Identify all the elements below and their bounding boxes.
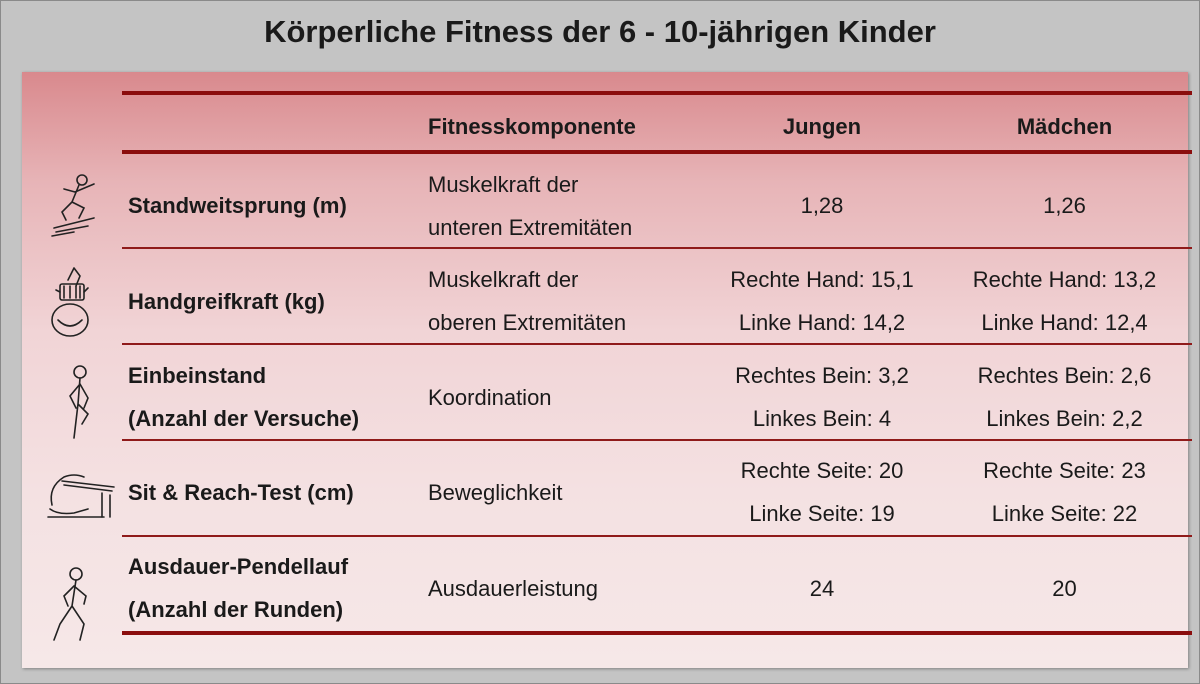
row-4-test: Sit & Reach-Test (cm) xyxy=(128,480,354,505)
row-2-boys-right: Rechte Hand: 15,1 xyxy=(730,267,914,292)
row-2-girls-right: Rechte Hand: 13,2 xyxy=(972,267,1157,292)
standing-long-jump-icon xyxy=(44,172,100,238)
row-4-component: Beweglichkeit xyxy=(428,480,563,505)
row-5-test-line-1: Ausdauer-Pendellauf xyxy=(128,554,349,579)
header-boys: Jungen xyxy=(782,114,862,139)
row-4-boys-right: Rechte Seite: 20 xyxy=(740,458,904,483)
slide-title: Körperliche Fitness der 6 - 10-jährigen … xyxy=(264,14,936,49)
row-2-test: Handgreifkraft (kg) xyxy=(128,289,325,314)
sit-and-reach-icon xyxy=(44,465,120,525)
row-divider xyxy=(122,439,1192,441)
row-1-test: Standweitsprung (m) xyxy=(128,193,347,218)
row-2-component-line-1: Muskelkraft der xyxy=(428,267,579,292)
table-top-rule xyxy=(122,91,1192,95)
one-leg-stand-icon xyxy=(44,362,100,442)
row-5-boys: 24 xyxy=(809,576,835,601)
row-3-girls-left: Linkes Bein: 2,2 xyxy=(986,406,1143,431)
header-component: Fitnesskomponente xyxy=(428,114,636,139)
row-divider xyxy=(122,343,1192,345)
row-5-girls: 20 xyxy=(1052,576,1077,601)
table-bottom-rule xyxy=(122,631,1192,635)
row-3-test-line-1: Einbeinstand xyxy=(128,363,267,388)
row-3-boys-right: Rechtes Bein: 3,2 xyxy=(735,363,909,388)
row-divider xyxy=(122,535,1192,537)
row-5-component: Ausdauerleistung xyxy=(428,576,599,601)
row-2-component-line-2: oberen Extremitäten xyxy=(428,310,627,335)
row-4-girls-right: Rechte Seite: 23 xyxy=(983,458,1146,483)
row-4-boys-left: Linke Seite: 19 xyxy=(749,501,895,526)
header-bottom-rule xyxy=(122,150,1192,154)
hand-grip-icon xyxy=(44,264,100,340)
row-3-boys-left: Linkes Bein: 4 xyxy=(752,406,892,431)
row-3-component: Koordination xyxy=(428,385,552,410)
row-1-boys: 1,28 xyxy=(800,193,844,218)
row-1-component-line-1: Muskelkraft der xyxy=(428,172,579,197)
shuttle-run-icon xyxy=(44,566,100,644)
row-divider xyxy=(122,247,1192,249)
row-4-girls-left: Linke Seite: 22 xyxy=(991,501,1138,526)
row-1-girls: 1,26 xyxy=(1043,193,1086,218)
row-3-test-line-2: (Anzahl der Versuche) xyxy=(128,406,360,431)
header-girls: Mädchen xyxy=(1016,114,1113,139)
row-2-boys-left: Linke Hand: 14,2 xyxy=(738,310,906,335)
row-3-girls-right: Rechtes Bein: 2,6 xyxy=(977,363,1152,388)
fitness-table-panel: Fitnesskomponente Jungen Mädchen Standwe… xyxy=(22,72,1192,668)
row-2-girls-left: Linke Hand: 12,4 xyxy=(981,310,1148,335)
row-5-test-line-2: (Anzahl der Runden) xyxy=(128,597,344,622)
row-1-component-line-2: unteren Extremitäten xyxy=(428,215,633,240)
